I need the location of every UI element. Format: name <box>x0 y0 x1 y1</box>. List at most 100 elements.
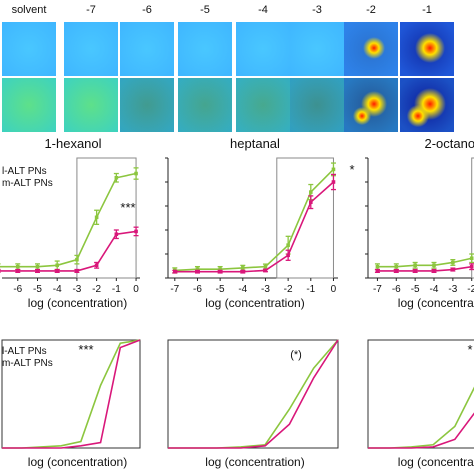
data-point <box>263 264 268 269</box>
data-point <box>15 264 20 269</box>
data-point <box>195 267 200 271</box>
data-point <box>432 269 436 273</box>
plot-frame <box>367 339 474 449</box>
data-point <box>35 269 40 273</box>
data-point <box>75 269 79 273</box>
data-point <box>94 215 99 220</box>
concentration-label: -3 <box>312 4 322 16</box>
data-point <box>451 267 455 272</box>
chart-panel-6: * <box>367 339 474 449</box>
imaging-tile <box>236 78 290 132</box>
title-octanone: 2-octanone <box>424 136 474 151</box>
x-tick-label: -3 <box>261 284 270 295</box>
data-point <box>286 253 290 258</box>
concentration-label: -1 <box>422 4 432 16</box>
data-point <box>331 167 336 172</box>
imaging-tile <box>2 78 56 132</box>
significance-range-box <box>276 157 334 279</box>
x-tick-label: -5 <box>33 284 42 295</box>
data-point <box>286 243 290 247</box>
series-line-malt <box>368 412 474 449</box>
concentration-label: -4 <box>258 4 268 16</box>
imaging-tile <box>2 22 56 76</box>
data-point <box>375 264 380 269</box>
series-line-lalt <box>368 386 474 449</box>
data-point <box>375 269 380 273</box>
concentration-label: -2 <box>366 4 376 16</box>
imaging-tile <box>120 22 174 76</box>
data-point <box>309 190 313 194</box>
data-point <box>263 268 268 273</box>
x-tick-label: -4 <box>430 284 439 295</box>
xlabel-norm-3: log (concentration) <box>397 455 474 469</box>
series-line-lalt <box>0 172 137 268</box>
x-tick-label: -2 <box>284 284 293 295</box>
series-line-malt <box>0 230 137 272</box>
imaging-tile <box>344 78 398 132</box>
concentration-label: -7 <box>86 4 96 16</box>
imaging-tile <box>400 78 454 132</box>
imaging-tile <box>290 78 344 132</box>
x-tick-label: -2 <box>92 284 101 295</box>
significance-range-box <box>471 157 474 279</box>
legend-lalt-bottom: l-ALT PNs <box>2 346 47 357</box>
series-line-malt <box>2 339 141 449</box>
imaging-tile <box>236 22 290 76</box>
x-tick-label: -4 <box>53 284 62 295</box>
xlabel-octanone: log (concentration) <box>397 296 474 310</box>
data-point <box>134 229 138 234</box>
data-point <box>55 263 59 268</box>
significance-range-box <box>76 157 137 279</box>
data-point <box>15 269 20 273</box>
data-point <box>432 263 436 268</box>
chart-panel-3: -7 -6 -5 -4 -3 -2 <box>365 157 474 295</box>
series-line-malt <box>174 181 334 273</box>
legend-malt: m-ALT PNs <box>2 178 53 189</box>
x-tick-label: -3 <box>72 284 81 295</box>
significance-label: *** <box>120 200 135 215</box>
imaging-tile <box>344 22 398 76</box>
data-point <box>75 257 79 262</box>
x-tick-label: 0 <box>331 284 337 295</box>
imaging-tile <box>400 22 454 76</box>
concentration-label: solvent <box>11 4 47 16</box>
plot-frame <box>1 339 141 449</box>
data-point <box>394 269 399 273</box>
data-point <box>241 266 245 270</box>
data-point <box>195 269 200 274</box>
data-point <box>218 269 222 274</box>
title-heptanal: heptanal <box>230 136 280 151</box>
significance-label: (*) <box>290 349 302 361</box>
series-line-lalt <box>377 257 472 268</box>
imaging-tile <box>290 22 344 76</box>
concentration-label: -5 <box>200 4 210 16</box>
chart-panel-1: -6 -5 -4 -3 -2 -1 0 *** <box>0 157 140 295</box>
title-hexanol: 1-hexanol <box>44 136 102 151</box>
legend-top: l-ALT PNs m-ALT PNs <box>2 166 53 190</box>
x-tick-label: 0 <box>133 284 139 295</box>
data-point <box>35 264 40 269</box>
series-line-malt <box>168 339 339 449</box>
series-line-malt <box>377 265 472 272</box>
legend-bottom: l-ALT PNs m-ALT PNs <box>2 346 53 370</box>
x-tick-label: -3 <box>448 284 457 295</box>
data-point <box>413 269 417 273</box>
legend-malt-bottom: m-ALT PNs <box>2 358 53 369</box>
xlabel-hexanol: log (concentration) <box>27 296 128 310</box>
data-point <box>451 260 455 265</box>
data-point <box>114 232 119 237</box>
data-point <box>55 269 59 273</box>
imaging-tile <box>120 78 174 132</box>
xlabel-norm-2: log (concentration) <box>205 455 305 469</box>
x-tick-label: -1 <box>112 284 121 295</box>
imaging-tile <box>178 78 232 132</box>
data-point <box>114 175 119 180</box>
data-point <box>413 263 417 268</box>
data-point <box>94 263 99 268</box>
x-tick-label: -6 <box>193 284 202 295</box>
xlabel-heptanal: log (concentration) <box>205 296 305 310</box>
x-tick-label: -5 <box>216 284 225 295</box>
significance-label: * <box>349 162 354 177</box>
series-line-lalt <box>174 168 335 272</box>
